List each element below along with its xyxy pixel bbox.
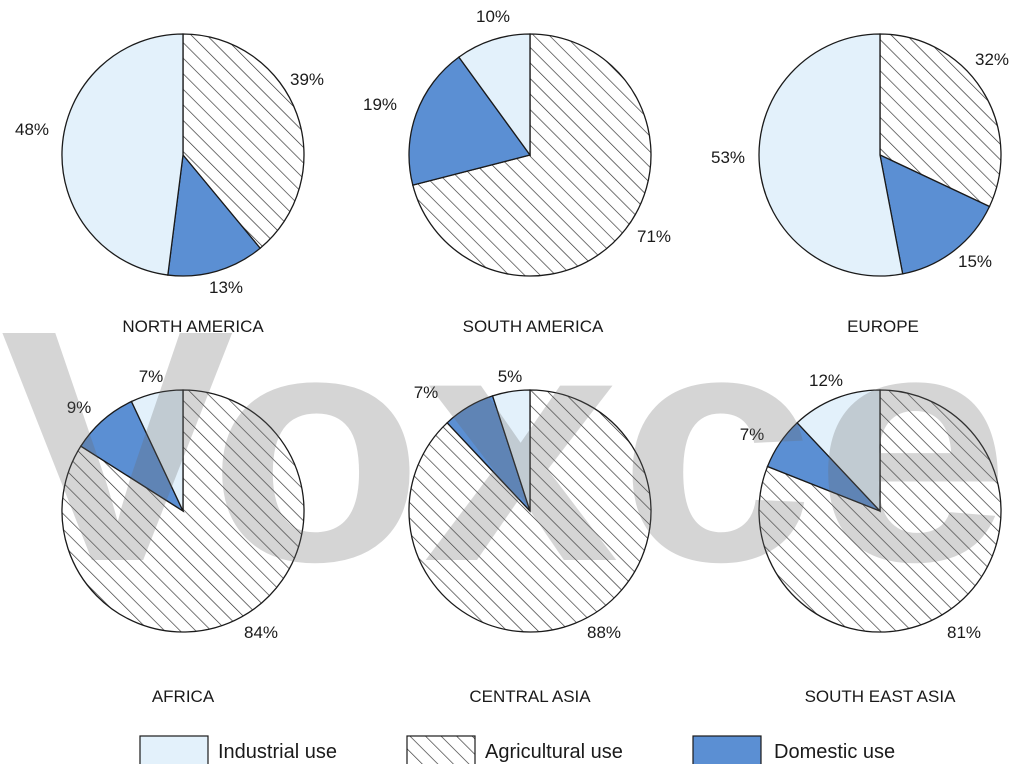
pie-south-america [408,33,652,277]
pie-slice-domestic-use [408,56,532,186]
pct-label-agricultural-use: 39% [290,70,324,89]
pie-slice-agricultural-use [412,33,652,277]
pie-slice-domestic-use [879,153,991,275]
pie-central-asia [408,389,652,633]
pct-label-agricultural-use: 81% [947,623,981,642]
pie-slice-agricultural-use [879,33,1002,208]
pie-slice-industrial-use [796,389,881,513]
pie-slice-industrial-use [130,389,184,512]
pct-label-agricultural-use: 88% [587,623,621,642]
pie-south-east-asia [758,389,1002,633]
pct-label-industrial-use: 12% [809,371,843,390]
watermark-text: Voxce [0,261,1010,630]
pie-north-america [61,33,305,277]
pct-label-agricultural-use: 32% [975,50,1009,69]
region-label: AFRICA [152,687,215,706]
legend-swatch [406,735,476,764]
pie-slice-agricultural-use [182,33,305,250]
pct-label-domestic-use: 7% [740,425,765,444]
legend-swatch [139,735,209,764]
pie-africa [61,389,305,633]
legend-item-industrial-use: Industrial use [139,735,337,764]
pct-label-industrial-use: 53% [711,148,745,167]
pct-label-domestic-use: 19% [363,95,397,114]
region-label: SOUTH AMERICA [463,317,604,336]
pct-label-industrial-use: 10% [476,7,510,26]
pie-slice-industrial-use [758,33,904,277]
pie-slice-agricultural-use [408,389,652,633]
pct-label-industrial-use: 5% [498,367,523,386]
pct-label-agricultural-use: 71% [637,227,671,246]
region-label: SOUTH EAST ASIA [805,687,957,706]
pie-slice-industrial-use [457,33,531,158]
legend-item-domestic-use: Domestic use [692,735,895,764]
pct-label-domestic-use: 15% [958,252,992,271]
pct-label-domestic-use: 7% [414,383,439,402]
legend-label: Agricultural use [485,741,623,763]
pct-label-domestic-use: 9% [67,398,92,417]
pie-slice-domestic-use [167,153,262,277]
region-label: CENTRAL ASIA [469,687,591,706]
pie-slice-industrial-use [61,33,184,276]
pct-label-industrial-use: 7% [139,367,164,386]
region-label: EUROPE [847,317,919,336]
pct-label-industrial-use: 48% [15,120,49,139]
pies-group [61,33,1002,633]
legend: Industrial use Agricultural use Domestic u… [139,735,895,764]
legend-swatch [692,735,762,764]
pct-label-domestic-use: 13% [209,278,243,297]
pct-label-agricultural-use: 84% [244,623,278,642]
legend-item-agricultural-use: Agricultural use [406,735,623,764]
legend-label: Domestic use [774,741,895,763]
pie-slice-industrial-use [491,389,531,512]
region-label: NORTH AMERICA [122,317,264,336]
labels-group: 48% 39% 13% NORTH AMERICA 10% 71% 19% SOUTH AME… [15,7,1009,706]
legend-label: Industrial use [218,741,337,763]
pie-europe [758,33,1002,277]
